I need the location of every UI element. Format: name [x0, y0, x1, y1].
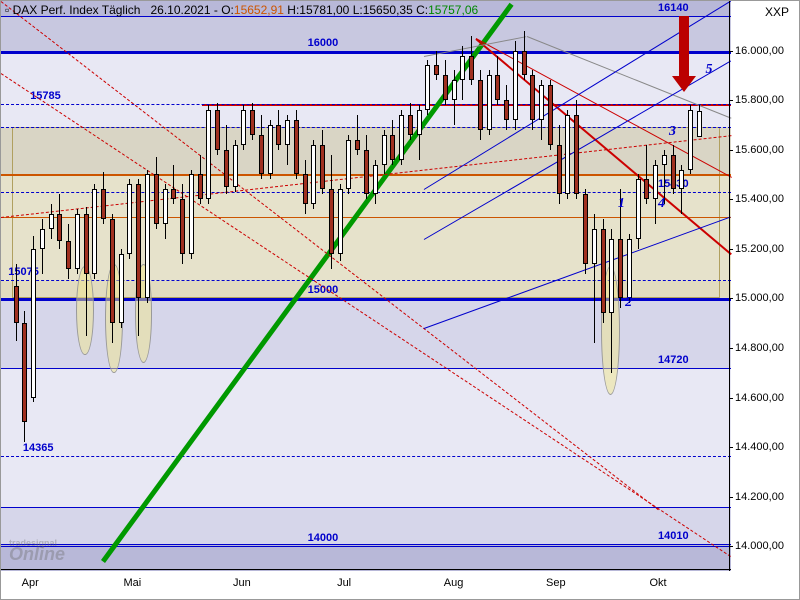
high-value: H:15781,00: [287, 3, 349, 17]
chart-container: ▫ DAX Perf. Index Täglich 26.10.2021 - O…: [0, 0, 800, 600]
x-tick-label: Jul: [337, 577, 351, 589]
x-tick-label: Okt: [649, 577, 666, 589]
x-tick-label: Jun: [233, 577, 251, 589]
close-value: C:15757,06: [416, 3, 478, 17]
open-value: O:15652,91: [221, 3, 284, 17]
price-level-label: 14000: [308, 532, 339, 544]
price-level-label: 16000: [308, 37, 339, 49]
watermark: tradesignal Online: [9, 538, 65, 565]
elliott-wave-label: 3: [669, 124, 676, 140]
symbol-name: DAX Perf. Index Täglich: [13, 3, 141, 17]
x-tick-label: Mai: [124, 577, 142, 589]
y-tick-label: 14.200,00: [735, 491, 784, 503]
y-tick-label: 16.000,00: [735, 45, 784, 57]
y-tick-label: 14.600,00: [735, 392, 784, 404]
y-tick-label: 15.800,00: [735, 94, 784, 106]
y-tick-label: 14.000,00: [735, 540, 784, 552]
x-tick-label: Aug: [444, 577, 464, 589]
price-level-label: 14720: [658, 354, 689, 366]
y-tick-label: 14.800,00: [735, 342, 784, 354]
x-tick-label: Apr: [22, 577, 39, 589]
plot-area[interactable]: 1600015000147201401014000161401578515430…: [1, 1, 731, 571]
target-arrow: [679, 16, 689, 78]
price-level-label: 16140: [658, 2, 689, 14]
y-tick-label: 14.400,00: [735, 441, 784, 453]
x-tick-label: Sep: [546, 577, 566, 589]
y-tick-label: 15.200,00: [735, 243, 784, 255]
elliott-wave-label: 2: [625, 295, 632, 311]
y-tick-label: 15.400,00: [735, 193, 784, 205]
x-axis: Apr Mai Jun Jul Aug Sep Okt: [1, 569, 731, 599]
chart-header: ▫ DAX Perf. Index Täglich 26.10.2021 - O…: [5, 3, 478, 17]
low-value: L:15650,35: [353, 3, 413, 17]
elliott-wave-label: 4: [658, 196, 665, 212]
elliott-wave-label: 1: [618, 196, 625, 212]
header-date: 26.10.2021: [150, 3, 210, 17]
price-level-label: 14010: [658, 530, 689, 542]
y-tick-label: 15.600,00: [735, 144, 784, 156]
y-axis: 14.000,00 14.200,00 14.400,00 14.600,00 14.8…: [729, 1, 799, 571]
price-level-label: 14365: [23, 442, 54, 454]
elliott-wave-label: 5: [705, 62, 712, 78]
y-tick-label: 15.000,00: [735, 292, 784, 304]
